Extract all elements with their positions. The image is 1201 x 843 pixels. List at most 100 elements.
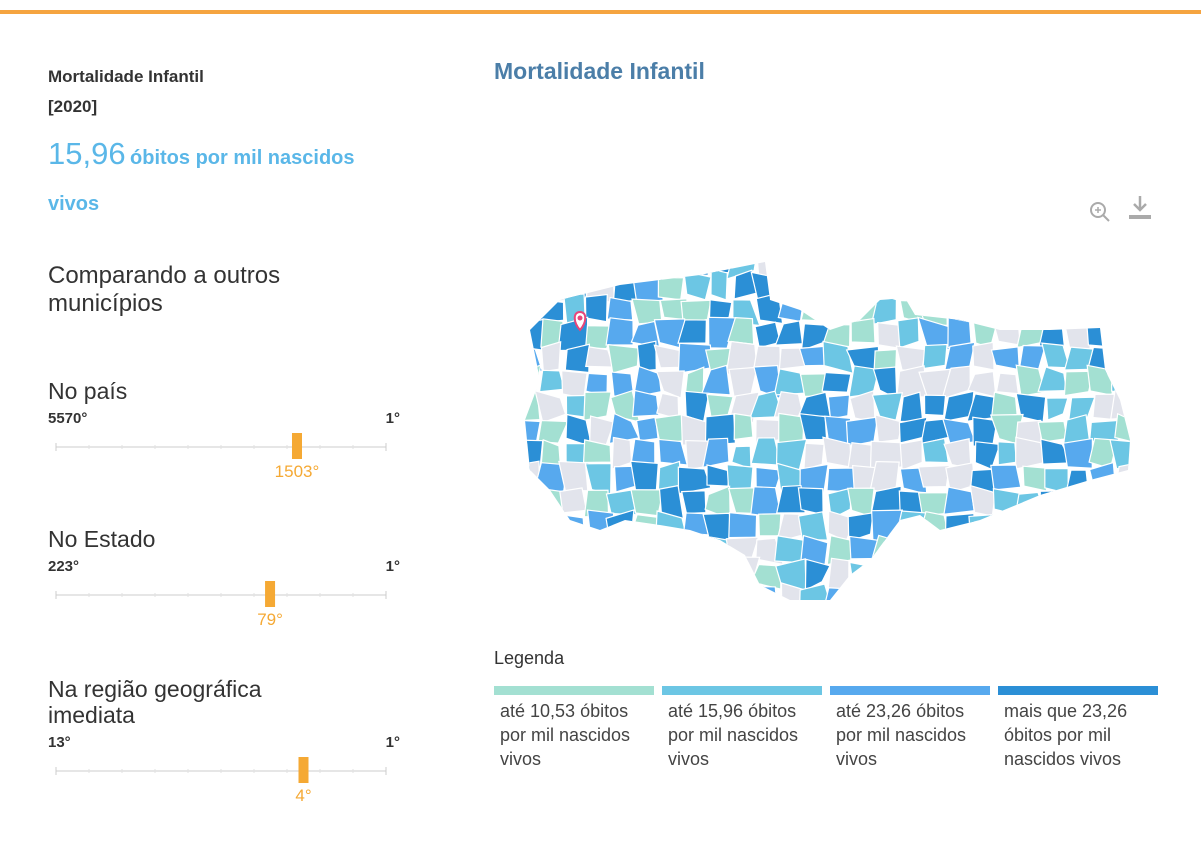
worst-rank: 13° — [48, 734, 71, 751]
map-region — [605, 262, 641, 279]
map-region — [1140, 416, 1167, 441]
map-region — [1015, 364, 1046, 397]
map-region — [1062, 437, 1093, 469]
legend-label: até 15,96 óbitos por mil nascidos vivos — [668, 701, 799, 769]
map-region — [1114, 534, 1130, 563]
map-region — [537, 563, 567, 589]
map-region — [1063, 370, 1094, 397]
map-region — [1136, 246, 1164, 275]
map-region — [871, 509, 904, 544]
map-region — [1061, 301, 1094, 325]
map-region — [582, 534, 611, 561]
map-region — [633, 560, 662, 590]
map-region — [1134, 512, 1167, 540]
map-region — [583, 391, 612, 422]
map-region — [1039, 508, 1071, 544]
map-region — [895, 510, 928, 539]
year: [2020] — [48, 97, 98, 116]
map-region — [1017, 268, 1049, 298]
map-region — [558, 514, 586, 544]
zoom-icon[interactable] — [1090, 202, 1110, 222]
map-region — [655, 370, 685, 399]
map-region — [1112, 516, 1130, 544]
map-region — [1117, 484, 1130, 518]
map-region — [557, 540, 593, 565]
map-region — [1041, 294, 1068, 325]
map-region — [1142, 583, 1166, 612]
map-region — [989, 268, 1024, 303]
map-region — [1089, 510, 1113, 542]
map-region — [629, 460, 659, 492]
map-region — [798, 583, 833, 600]
map-region — [750, 486, 783, 519]
map-region — [1015, 583, 1048, 600]
map-region — [1114, 559, 1130, 591]
map-region — [1087, 532, 1120, 564]
worst-rank: 223° — [48, 558, 80, 575]
map-region — [1134, 538, 1163, 567]
map-region — [993, 558, 1023, 591]
map-region — [1041, 580, 1072, 600]
map-region — [801, 262, 832, 279]
map-region — [1085, 319, 1116, 348]
map-region — [992, 585, 1022, 600]
ranking-label: No Estado — [48, 526, 156, 552]
map-region — [774, 535, 805, 564]
map-region — [561, 584, 592, 600]
map-region — [827, 394, 851, 420]
map-region — [1088, 461, 1117, 495]
map-region — [897, 557, 926, 589]
map-region — [968, 513, 998, 540]
map-region — [845, 262, 874, 278]
map-region — [525, 460, 541, 493]
map-region — [972, 341, 995, 371]
map-region — [995, 372, 1020, 395]
map-region — [680, 299, 712, 326]
map-region — [1138, 318, 1164, 349]
map-region — [777, 294, 805, 323]
ranking-ends: 223° 1° — [48, 558, 403, 575]
map-region — [525, 512, 542, 535]
map-region — [1066, 491, 1088, 519]
map-region — [923, 394, 947, 417]
map-region — [632, 262, 657, 277]
map-region — [755, 466, 783, 491]
map-region — [525, 581, 539, 600]
map-region — [679, 262, 710, 276]
map-region — [1015, 300, 1045, 323]
unit: óbitos por mil nascidos vivos — [48, 147, 355, 215]
map-region — [733, 412, 754, 441]
best-rank: 1° — [385, 734, 400, 751]
map-region — [1140, 439, 1168, 469]
map-region — [804, 558, 831, 592]
map-region — [947, 262, 977, 280]
map-region — [636, 340, 657, 372]
map-region — [1086, 292, 1112, 323]
map-region — [943, 486, 975, 515]
map-region — [899, 439, 923, 471]
map-region — [993, 262, 1022, 275]
map-region — [876, 262, 904, 279]
legend-item: até 15,96 óbitos por mil nascidos vivos — [662, 686, 822, 771]
map-region — [525, 273, 540, 298]
map-region — [1039, 490, 1072, 519]
legend-item: até 23,26 óbitos por mil nascidos vivos — [830, 686, 990, 771]
download-icon[interactable] — [1129, 196, 1151, 219]
map-region — [701, 559, 732, 585]
map-region — [525, 535, 542, 568]
legend-swatch — [662, 686, 822, 695]
map-region — [682, 583, 708, 600]
map-region — [677, 342, 713, 374]
map-region — [917, 557, 946, 589]
map-region — [1013, 262, 1046, 277]
map-region — [1044, 468, 1069, 495]
map-region — [918, 588, 950, 600]
map-region — [1045, 397, 1069, 421]
map-region — [584, 262, 616, 279]
map-region — [825, 296, 853, 327]
map-region — [658, 484, 685, 520]
rank-value: 79° — [257, 610, 283, 629]
map-region — [1037, 262, 1072, 277]
map-region — [1117, 318, 1130, 350]
map-region — [921, 262, 949, 278]
